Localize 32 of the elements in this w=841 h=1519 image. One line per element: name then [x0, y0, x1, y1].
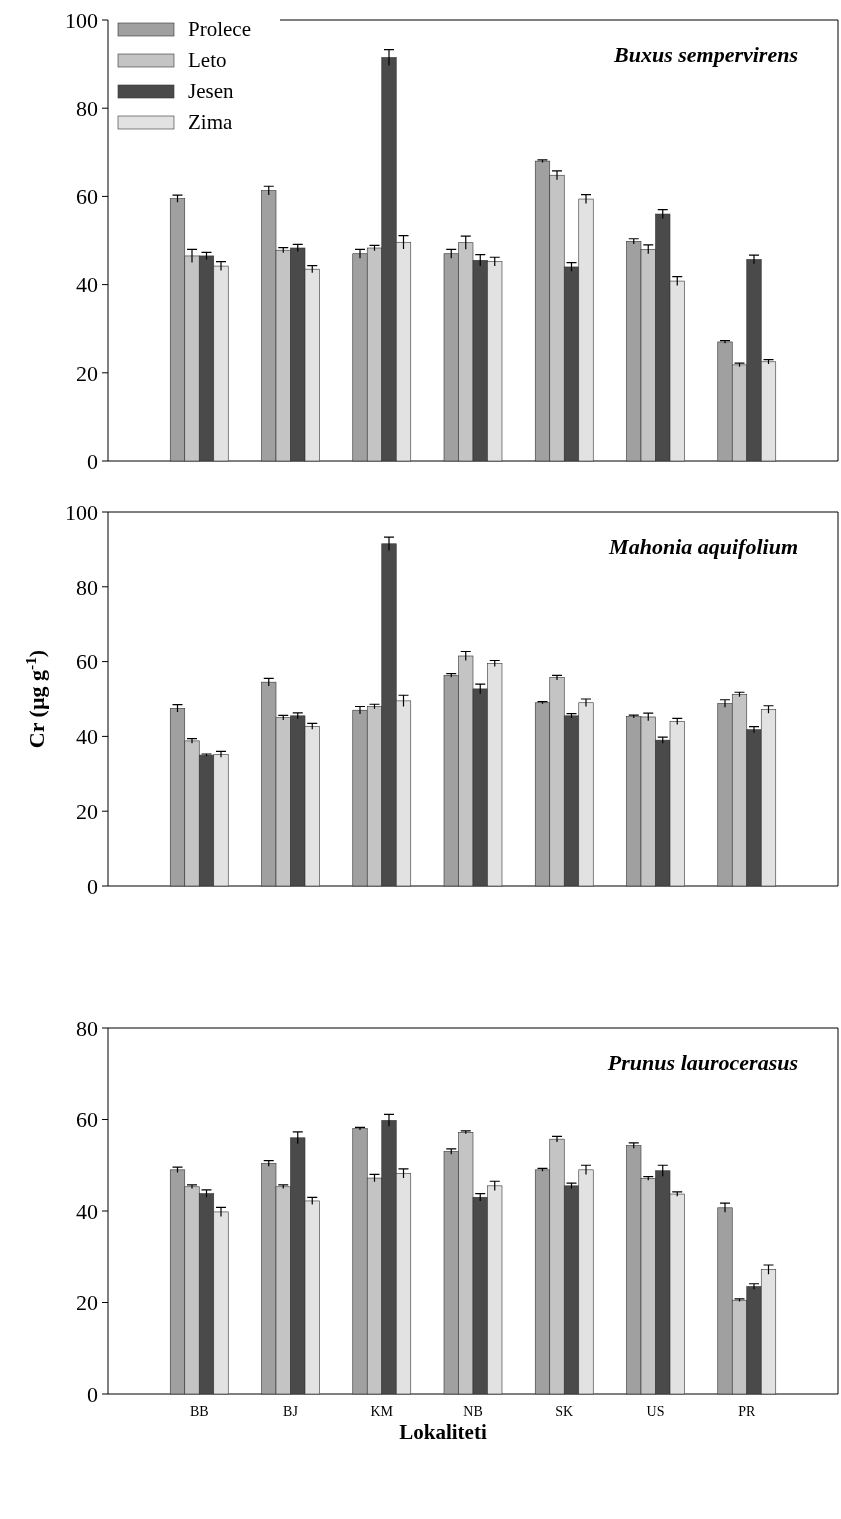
y-tick-label: 20: [76, 1290, 98, 1316]
x-tick-label: US: [646, 1404, 665, 1419]
x-tick-label: KM: [370, 1404, 394, 1419]
y-tick-label: 40: [76, 1198, 98, 1224]
y-tick-label: 20: [76, 798, 98, 824]
x-tick-label: BB: [189, 1404, 209, 1419]
text: Mahonia aquifolium: [608, 534, 798, 559]
legend-label: Zima: [188, 110, 233, 135]
y-tick-label: 100: [65, 7, 98, 33]
y-tick-label: 80: [76, 1015, 98, 1041]
y-tick-label: 100: [65, 499, 98, 525]
y-tick-label: 40: [76, 272, 98, 298]
x-axis-title: Lokaliteti: [399, 1420, 487, 1444]
legend-label: Jesen: [188, 79, 234, 104]
y-tick-label: 20: [76, 360, 98, 386]
x-tick-label: NB: [463, 1404, 483, 1419]
y-tick-label: 0: [87, 1381, 98, 1407]
legend-label: Prolece: [188, 17, 251, 42]
y-tick-label: 60: [76, 1107, 98, 1133]
text: Buxus sempervirens: [613, 42, 798, 67]
x-tick-label: BJ: [283, 1404, 299, 1419]
x-tick-label: PR: [738, 1404, 756, 1419]
y-tick-label: 40: [76, 724, 98, 750]
y-tick-label: 0: [87, 873, 98, 899]
y-tick-label: 80: [76, 95, 98, 121]
y-tick-label: 60: [76, 184, 98, 210]
legend-label: Leto: [188, 48, 227, 73]
x-tick-label: SK: [555, 1404, 574, 1419]
y-tick-label: 80: [76, 574, 98, 600]
y-tick-label: 0: [87, 448, 98, 474]
text: Prunus laurocerasus: [606, 1050, 798, 1075]
y-tick-label: 60: [76, 649, 98, 675]
